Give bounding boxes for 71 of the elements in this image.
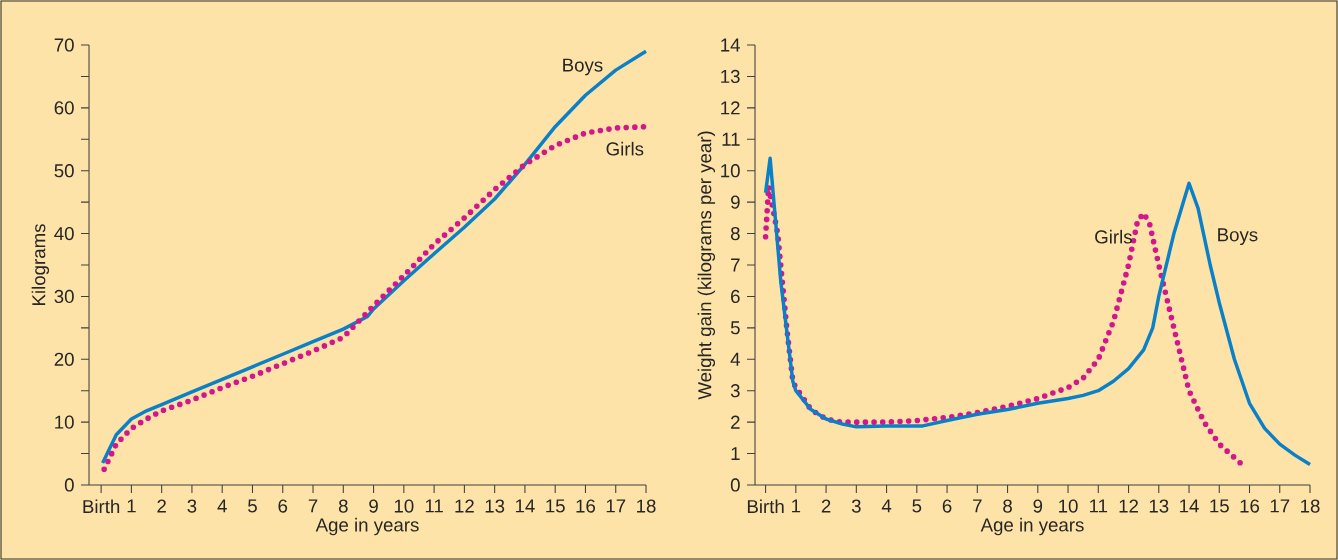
x-tick-label: Birth [83, 499, 120, 514]
x-tick-label: Birth [747, 499, 784, 514]
x-axis-title: Age in years [315, 517, 419, 536]
y-tick-label: 20 [54, 352, 74, 366]
x-tick-label: 10 [394, 499, 414, 513]
x-tick-label: 2 [821, 499, 831, 513]
x-tick-label: 18 [637, 499, 656, 513]
y-tick-label: 11 [722, 132, 740, 146]
y-tick-label: 0 [730, 478, 740, 492]
x-tick-label: 11 [1090, 499, 1108, 513]
y-tick-label: 12 [721, 101, 740, 115]
x-tick-label: 13 [485, 499, 505, 513]
y-tick-label: 10 [721, 164, 740, 178]
x-tick-label: 5 [912, 499, 922, 513]
x-tick-label: 1 [127, 499, 136, 513]
x-tick-label: 3 [851, 499, 861, 513]
x-tick-label: 18 [1301, 499, 1320, 513]
x-tick-label: 10 [1059, 499, 1078, 513]
y-tick-label: 2 [731, 415, 740, 429]
x-tick-label: 12 [1119, 499, 1138, 513]
x-tick-label: 3 [187, 499, 197, 513]
x-tick-label: 4 [881, 499, 892, 513]
y-tick-label: 14 [721, 38, 740, 52]
y-tick-label: 50 [54, 164, 74, 178]
y-tick-label: 4 [730, 352, 740, 366]
x-tick-label: 6 [278, 499, 288, 513]
x-tick-label: 14 [515, 499, 535, 513]
y-axis-title: Weight gain (kilograms per year) [697, 131, 716, 400]
x-tick-label: 1 [792, 499, 801, 513]
x-tick-label: 16 [1240, 499, 1260, 513]
y-axis-title: Kilograms [31, 224, 50, 305]
y-tick-label: 3 [730, 384, 740, 398]
line-series [763, 156, 1312, 467]
x-tick-label: 17 [606, 499, 626, 513]
x-tick-label: 2 [157, 499, 166, 513]
x-tick-label: 15 [546, 499, 565, 513]
y-tick-label: 40 [54, 226, 74, 241]
y-tick-label: 70 [54, 38, 74, 52]
x-tick-label: 8 [338, 499, 348, 513]
x-tick-label: 11 [425, 499, 443, 513]
x-axis-title: Age in years [980, 517, 1084, 536]
x-tick-label: 15 [1210, 499, 1229, 513]
y-tick-label: 1 [731, 447, 740, 460]
y-tick-label: 10 [55, 415, 74, 429]
x-tick-label: 17 [1270, 499, 1290, 513]
y-tick-label: 8 [730, 226, 740, 241]
series-label: Boys [563, 58, 603, 76]
x-tick-label: 13 [1149, 499, 1169, 513]
y-tick-label: 13 [721, 69, 740, 84]
x-tick-label: 14 [1180, 499, 1199, 513]
x-tick-label: 7 [973, 499, 982, 513]
x-tick-label: 6 [942, 499, 952, 513]
x-tick-label: 7 [308, 499, 318, 513]
x-tick-label: 8 [1003, 499, 1012, 513]
y-tick-label: 9 [731, 195, 740, 209]
line-series [100, 49, 648, 465]
x-tick-label: 9 [1033, 499, 1043, 513]
series-label: Girls [606, 141, 644, 156]
y-tick-label: 0 [64, 478, 74, 492]
y-tick-label: 6 [731, 289, 740, 304]
series-label: Girls [1095, 229, 1132, 244]
y-tick-label: 30 [54, 289, 74, 304]
y-tick-label: 60 [54, 101, 74, 115]
x-tick-label: 4 [217, 499, 227, 513]
y-tick-label: 5 [730, 321, 740, 335]
x-tick-label: 16 [576, 499, 596, 513]
x-tick-label: 12 [455, 499, 474, 513]
y-tick-label: 7 [731, 258, 740, 272]
series-label: Boys [1218, 228, 1258, 246]
x-tick-label: 5 [248, 499, 257, 513]
x-tick-label: 9 [369, 499, 378, 513]
